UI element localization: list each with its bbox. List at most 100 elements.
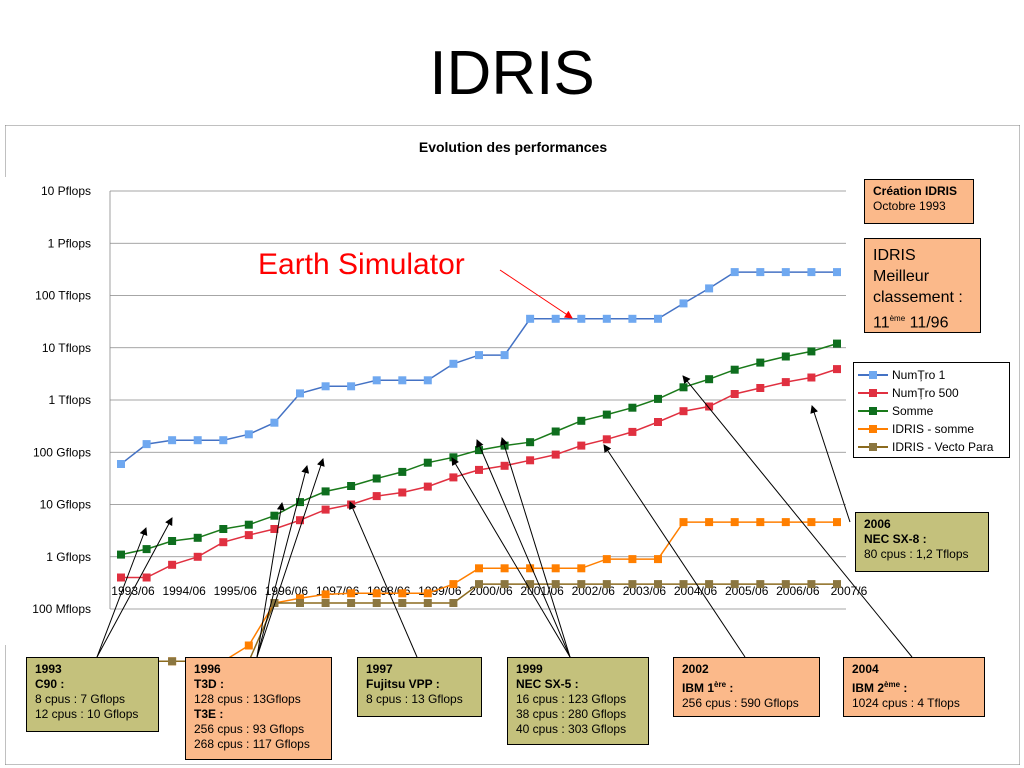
data-point [193,552,202,561]
annotation-line: 8 cpus : 7 Gflops [35,692,126,706]
annotation-line: IDRIS [873,247,916,264]
data-point [756,268,765,277]
data-point [833,365,841,374]
x-axis-ticks: 1993/06 1994/06 1995/06 1996/06 1997/06 1998/… [111,584,867,598]
legend-label: IDRIS - Vecto Para [892,440,994,454]
data-point [449,453,458,462]
annotation-line: 11ème 11/96 [873,314,949,332]
data-point [807,268,816,277]
data-point [500,351,509,360]
data-point [628,427,637,436]
annotation-line: Meilleur [873,268,930,285]
data-point [244,531,253,540]
data-point [602,435,611,444]
slide-title: IDRIS [429,39,595,108]
annotation-line: 8 cpus : 13 Gflops [366,692,463,706]
data-point [270,511,279,520]
data-point [321,599,330,607]
data-point [654,580,662,589]
data-point [347,599,356,607]
data-point [628,314,637,323]
annotation-line: 80 cpus : 1,2 Tflops [864,547,969,561]
data-point [219,436,228,445]
data-point [270,418,279,427]
data-point [117,460,125,468]
data-point [475,351,483,360]
annotation-1999: 1999 NEC SX-5 : 16 cpus : 123 Gflops 38 … [507,657,649,745]
data-point [372,376,381,385]
data-point [807,580,816,589]
data-point [807,518,816,527]
data-point [423,589,432,598]
data-point [296,516,304,525]
data-point [475,580,483,589]
annotation-title: Création IDRIS [873,184,958,198]
annotation-line: 40 cpus : 303 Gflops [516,722,627,736]
data-point [398,589,407,598]
data-point [168,537,177,545]
data-point [142,573,151,582]
data-point [781,518,790,527]
data-point [321,590,330,599]
data-point [398,467,407,476]
data-point [781,352,790,361]
data-point [654,418,662,426]
data-point [756,358,765,367]
annotation-line: 256 cpus : 590 Gflops [682,696,799,710]
legend-label: IDRIS - somme [892,422,975,436]
annotation-line: 1024 cpus : 4 Tflops [852,696,960,710]
data-point [705,402,714,411]
legend-item: NumȚro 1 [858,366,1005,384]
data-point [628,403,637,412]
data-point [679,299,688,308]
data-point [244,430,253,439]
annotation-year: 1996 [194,662,221,676]
data-point [679,407,688,416]
data-point [449,580,458,589]
annotation-year: 2002 [682,662,709,676]
data-point [730,390,739,398]
annotation-2006: 2006 NEC SX-8 : 80 cpus : 1,2 Tflops [855,512,989,572]
legend-item: IDRIS - Vecto Para [858,438,1005,456]
data-point [117,550,125,559]
legend-swatch [858,442,888,452]
data-point [602,410,611,419]
data-point [347,482,356,490]
data-point [756,518,765,527]
data-point [500,441,509,450]
annotation-line: classement : [873,289,963,306]
data-point [654,555,662,564]
data-point [679,518,688,527]
data-point [602,314,611,323]
data-point [321,505,330,514]
annotation-machine: IBM 1ère : [682,680,734,695]
data-point [219,538,228,547]
annotation-line: 128 cpus : 13Gflops [194,692,301,706]
annotation-classement: IDRIS Meilleur classement : 11ème 11/96 [864,238,981,333]
data-point [833,268,841,277]
data-point [577,580,586,589]
data-point [654,314,662,323]
legend-item: NumȚro 500 [858,384,1005,402]
data-point [347,500,356,509]
y-axis-ticks: 10 Pflops 1 Pflops 100 Tflops 10 Tflops 1 Tf… [32,184,91,616]
data-point [475,446,483,455]
data-point [347,382,356,391]
data-point [730,268,739,277]
data-point [321,382,330,391]
annotation-2004: 2004 IBM 2ème : 1024 cpus : 4 Tflops [843,657,985,717]
series-line [120,271,837,465]
annotation-year: 2004 [852,662,879,676]
data-point [551,427,560,436]
data-point [551,450,560,459]
annotation-line: 256 cpus : 93 Gflops [194,722,305,736]
data-point [423,376,432,385]
data-point [551,564,560,573]
data-point [398,599,407,607]
data-point [526,314,535,323]
annotation-2002: 2002 IBM 1ère : 256 cpus : 590 Gflops [673,657,820,717]
data-point [423,458,432,467]
annotation-machine: Fujitsu VPP : [366,677,440,691]
data-point [705,375,714,384]
data-point [168,657,177,666]
